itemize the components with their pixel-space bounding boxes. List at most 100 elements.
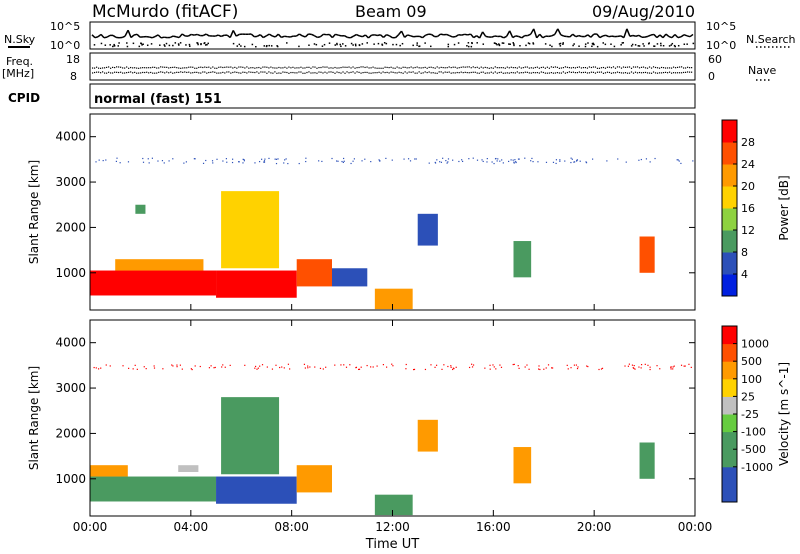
nave-point <box>320 71 322 73</box>
freq-point <box>372 66 374 68</box>
nsearch-point <box>118 42 120 44</box>
nave-point <box>598 71 601 73</box>
nave-point <box>376 72 378 74</box>
nave-point <box>336 71 338 73</box>
nave-point <box>166 71 168 73</box>
freq-point <box>530 67 532 69</box>
nave-point <box>452 72 454 74</box>
freq-point <box>164 66 166 68</box>
y-tick-label-1: 2000 <box>55 220 86 234</box>
nsky-segment <box>112 34 117 38</box>
nsky-segment <box>94 36 99 39</box>
power-colorbar: 4 8 12 16 20 24 28 Power [dB] <box>721 119 791 297</box>
nsearch-point <box>399 44 401 47</box>
nave-point <box>458 72 460 74</box>
nsky-segment <box>344 35 348 39</box>
nave-point <box>678 72 681 74</box>
freq-point <box>508 67 510 69</box>
nsearch-point <box>163 44 166 46</box>
freq-point <box>200 66 202 68</box>
freq-point <box>662 67 665 69</box>
nsky-segment <box>377 34 381 37</box>
freq-point <box>626 66 629 68</box>
nave-point <box>110 72 112 74</box>
nsky-segment <box>235 33 240 37</box>
nave-point <box>674 72 677 74</box>
freq-point <box>364 66 366 69</box>
nave-point <box>594 72 597 74</box>
freq-point <box>224 66 226 68</box>
freq-point <box>628 66 631 68</box>
freq-point <box>196 67 198 69</box>
freq-point <box>270 66 272 68</box>
nsky-segment <box>256 34 261 37</box>
freq-point <box>644 67 647 69</box>
freq-point <box>622 66 625 68</box>
nave-point <box>604 72 607 74</box>
nave-point <box>140 72 142 74</box>
nave-point <box>276 72 278 74</box>
nsearch-point <box>494 42 496 44</box>
nsearch-point <box>642 43 644 45</box>
freq-point <box>456 67 458 69</box>
nave-point <box>664 71 667 73</box>
nsearch-point <box>591 42 594 45</box>
nsearch-point <box>354 43 357 46</box>
nave-point <box>326 72 328 74</box>
nave-point <box>100 72 102 74</box>
nave-point <box>656 72 659 74</box>
freq-point <box>252 67 254 69</box>
nsearch-point <box>602 42 604 44</box>
nave-point <box>666 72 669 74</box>
nsky-segment <box>157 34 162 39</box>
nave-point <box>256 71 258 73</box>
freq-point <box>406 67 408 69</box>
nave-point <box>494 71 496 73</box>
nsky-segment <box>205 33 210 37</box>
nave-point <box>230 72 232 74</box>
nsky-segment <box>191 33 195 36</box>
nsky-segment <box>335 33 339 36</box>
nave-point <box>368 72 370 74</box>
nave-point <box>234 71 236 73</box>
freq-point <box>604 67 607 69</box>
nave-point <box>300 71 302 73</box>
nave-point <box>242 71 244 73</box>
nsearch-point <box>613 45 616 48</box>
freq-point <box>518 66 520 68</box>
nsky-segment <box>410 35 414 38</box>
freq-point <box>314 66 316 68</box>
nave-point <box>474 71 476 73</box>
nave-point <box>178 71 180 74</box>
freq-point <box>324 66 326 68</box>
freq-point <box>398 67 400 69</box>
colorbar-swatch-8 <box>722 343 737 362</box>
nsearch-point <box>573 43 575 45</box>
nsearch-point <box>207 42 209 45</box>
nsearch-point <box>634 44 637 46</box>
freq-point <box>658 67 661 69</box>
nsky-segment <box>214 34 219 37</box>
freq-point <box>354 67 356 69</box>
freq-point <box>142 67 144 69</box>
nave-point <box>180 71 182 73</box>
nave-point <box>432 72 434 74</box>
nave-point <box>410 71 412 73</box>
freq-point <box>400 67 402 69</box>
nave-point <box>670 72 673 74</box>
nsearch-point <box>412 44 414 47</box>
nave-point <box>424 71 426 73</box>
nave-point <box>586 72 589 74</box>
velocity-colorbar: 1000 500 100 25 -25 -100 -500 -1000 Velocity [m … <box>721 325 791 503</box>
nave-point <box>652 71 655 73</box>
nsky-segment <box>304 33 309 38</box>
nave-point <box>430 72 432 74</box>
nsearch-point <box>117 45 120 47</box>
nsearch-point <box>482 43 485 45</box>
nave-point <box>516 71 518 73</box>
scatter-region-6 <box>374 288 413 310</box>
nave-point <box>668 71 671 73</box>
scatter-region-10 <box>135 204 146 214</box>
freq-point <box>494 66 496 68</box>
nave-point <box>404 71 406 73</box>
